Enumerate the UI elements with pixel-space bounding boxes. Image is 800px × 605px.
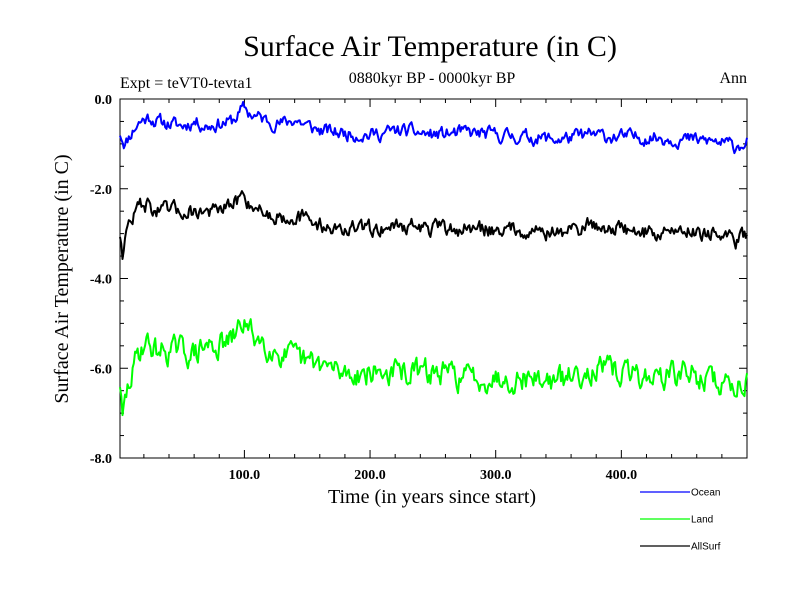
y-tick-label: -2.0: [90, 183, 112, 198]
x-tick-label: 400.0: [606, 468, 638, 483]
x-tick-label: 100.0: [229, 468, 261, 483]
chart-title: Surface Air Temperature (in C): [243, 30, 617, 63]
legend-label-land: Land: [691, 515, 713, 526]
x-axis-label: Time (in years since start): [328, 486, 536, 508]
plot-layer: 0.0 -2.0 -4.0 -6.0 -8.0 100.0 200.0 300.0 400.0: [90, 93, 748, 483]
legend: Ocean Land AllSurf: [640, 488, 721, 553]
y-tick-label: 0.0: [95, 93, 113, 108]
y-tick-label: -4.0: [90, 273, 112, 288]
y-axis-label: Surface Air Temperature (in C): [51, 154, 73, 403]
legend-label-ocean: Ocean: [691, 488, 720, 499]
series-line-land: [119, 318, 748, 417]
experiment-label: Expt = teVT0-tevta1: [120, 75, 253, 92]
series-line-allsurf: [119, 190, 748, 260]
time-range-label: 0880kyr BP - 0000kyr BP: [349, 70, 516, 87]
plot-frame: [119, 98, 748, 459]
legend-label-allsurf: AllSurf: [691, 542, 721, 553]
y-tick-label: -8.0: [90, 452, 112, 467]
x-tick-label: 200.0: [354, 468, 386, 483]
x-tick-label: 300.0: [480, 468, 512, 483]
season-label: Ann: [719, 70, 747, 87]
series-line-ocean: [119, 101, 748, 155]
y-tick-label: -6.0: [90, 362, 112, 377]
